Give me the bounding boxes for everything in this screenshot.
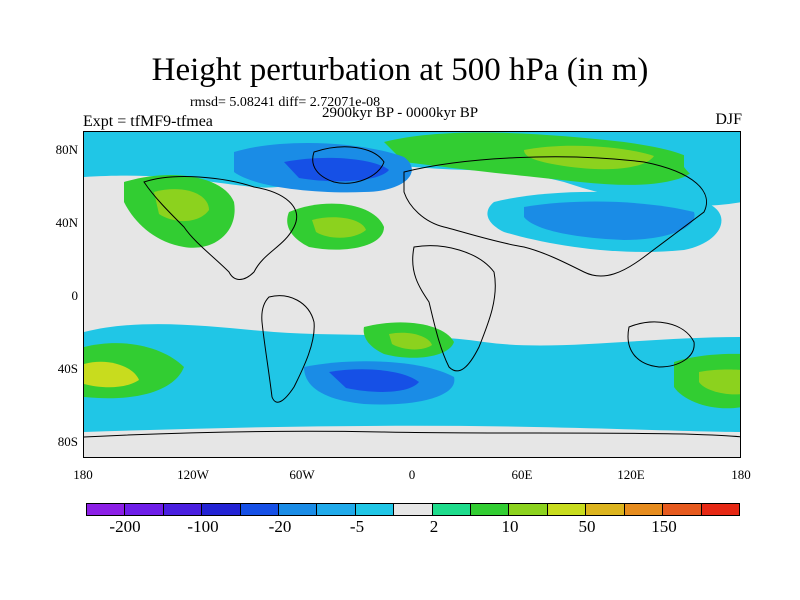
colorbar-label: 150 [651, 517, 677, 536]
lat-tick-40s: 40S [57, 361, 78, 376]
colorbar-box [432, 504, 472, 515]
colorbar-box [317, 504, 356, 515]
contour-southatl-lime [389, 332, 432, 350]
chart-title: Height perturbation at 500 hPa (in m) [151, 52, 649, 88]
colorbar-box [547, 504, 587, 515]
coastline-australia [627, 321, 695, 368]
contour-south-deepblue [329, 369, 419, 392]
colorbar-box [394, 504, 433, 515]
coastline-north-america [143, 176, 297, 280]
lon-tick-180e: 180 [731, 467, 751, 482]
colorbar-label: -100 [187, 517, 219, 536]
lon-tick-120e: 120E [617, 467, 645, 482]
lon-tick-180w: 180 [73, 467, 93, 482]
contour-npacific-cyan [684, 132, 740, 192]
colorbar-box [663, 504, 702, 515]
coastline-south-america [261, 295, 315, 403]
contour-antarctic-neutral [84, 425, 740, 457]
colorbar-label: 2 [429, 517, 439, 536]
contour-namerica-lime [154, 189, 209, 222]
colorbar-box [624, 504, 664, 515]
contour-greenland-deepblue [284, 157, 389, 182]
colorbar-box [509, 504, 548, 515]
colorbar-box [202, 504, 241, 515]
lon-tick-0: 0 [408, 467, 416, 482]
season-label: DJF [715, 111, 742, 128]
contour-atlantic-lime [312, 217, 366, 238]
contour-asia-blue [524, 201, 695, 240]
colorbar-box [586, 504, 625, 515]
colorbar-box [125, 504, 164, 515]
contour-map [84, 132, 740, 457]
colorbar-box [87, 504, 126, 515]
colorbar [86, 503, 740, 516]
colorbar-label: -20 [268, 517, 292, 536]
contour-south-yellow [84, 361, 139, 388]
coastline-greenland [312, 146, 385, 184]
coastlines [84, 146, 740, 438]
lon-tick-120w: 120W [177, 467, 209, 482]
colorbar-box [279, 504, 318, 515]
colorbar-box [355, 504, 395, 515]
lat-tick-80s: 80S [57, 434, 78, 449]
lat-tick-40n: 40N [55, 215, 78, 230]
colorbar-label: -5 [349, 517, 365, 536]
colorbar-label: -200 [109, 517, 141, 536]
experiment-label: Expt = tfMF9-tfmea [83, 113, 213, 130]
colorbar-label: 50 [578, 517, 596, 536]
coastline-africa [412, 245, 496, 372]
contour-fills [84, 132, 740, 457]
contour-sepacific-lime [699, 369, 740, 395]
colorbar-box [701, 504, 739, 515]
stats-label: rmsd= 5.08241 diff= 2.72071e-08 [190, 95, 381, 110]
colorbar-box [471, 504, 510, 515]
coastline-antarctica [84, 430, 740, 438]
subtitle: 2900kyr BP - 0000kyr BP [321, 105, 479, 121]
lat-tick-80n: 80N [55, 142, 78, 157]
lon-tick-60e: 60E [511, 467, 533, 482]
coastline-eurasia [403, 156, 707, 277]
lon-tick-60w: 60W [289, 467, 315, 482]
map-panel [83, 131, 741, 458]
lat-tick-0: 0 [71, 288, 79, 303]
colorbar-label: 10 [501, 517, 519, 536]
colorbar-box [163, 504, 203, 515]
colorbar-box [240, 504, 280, 515]
